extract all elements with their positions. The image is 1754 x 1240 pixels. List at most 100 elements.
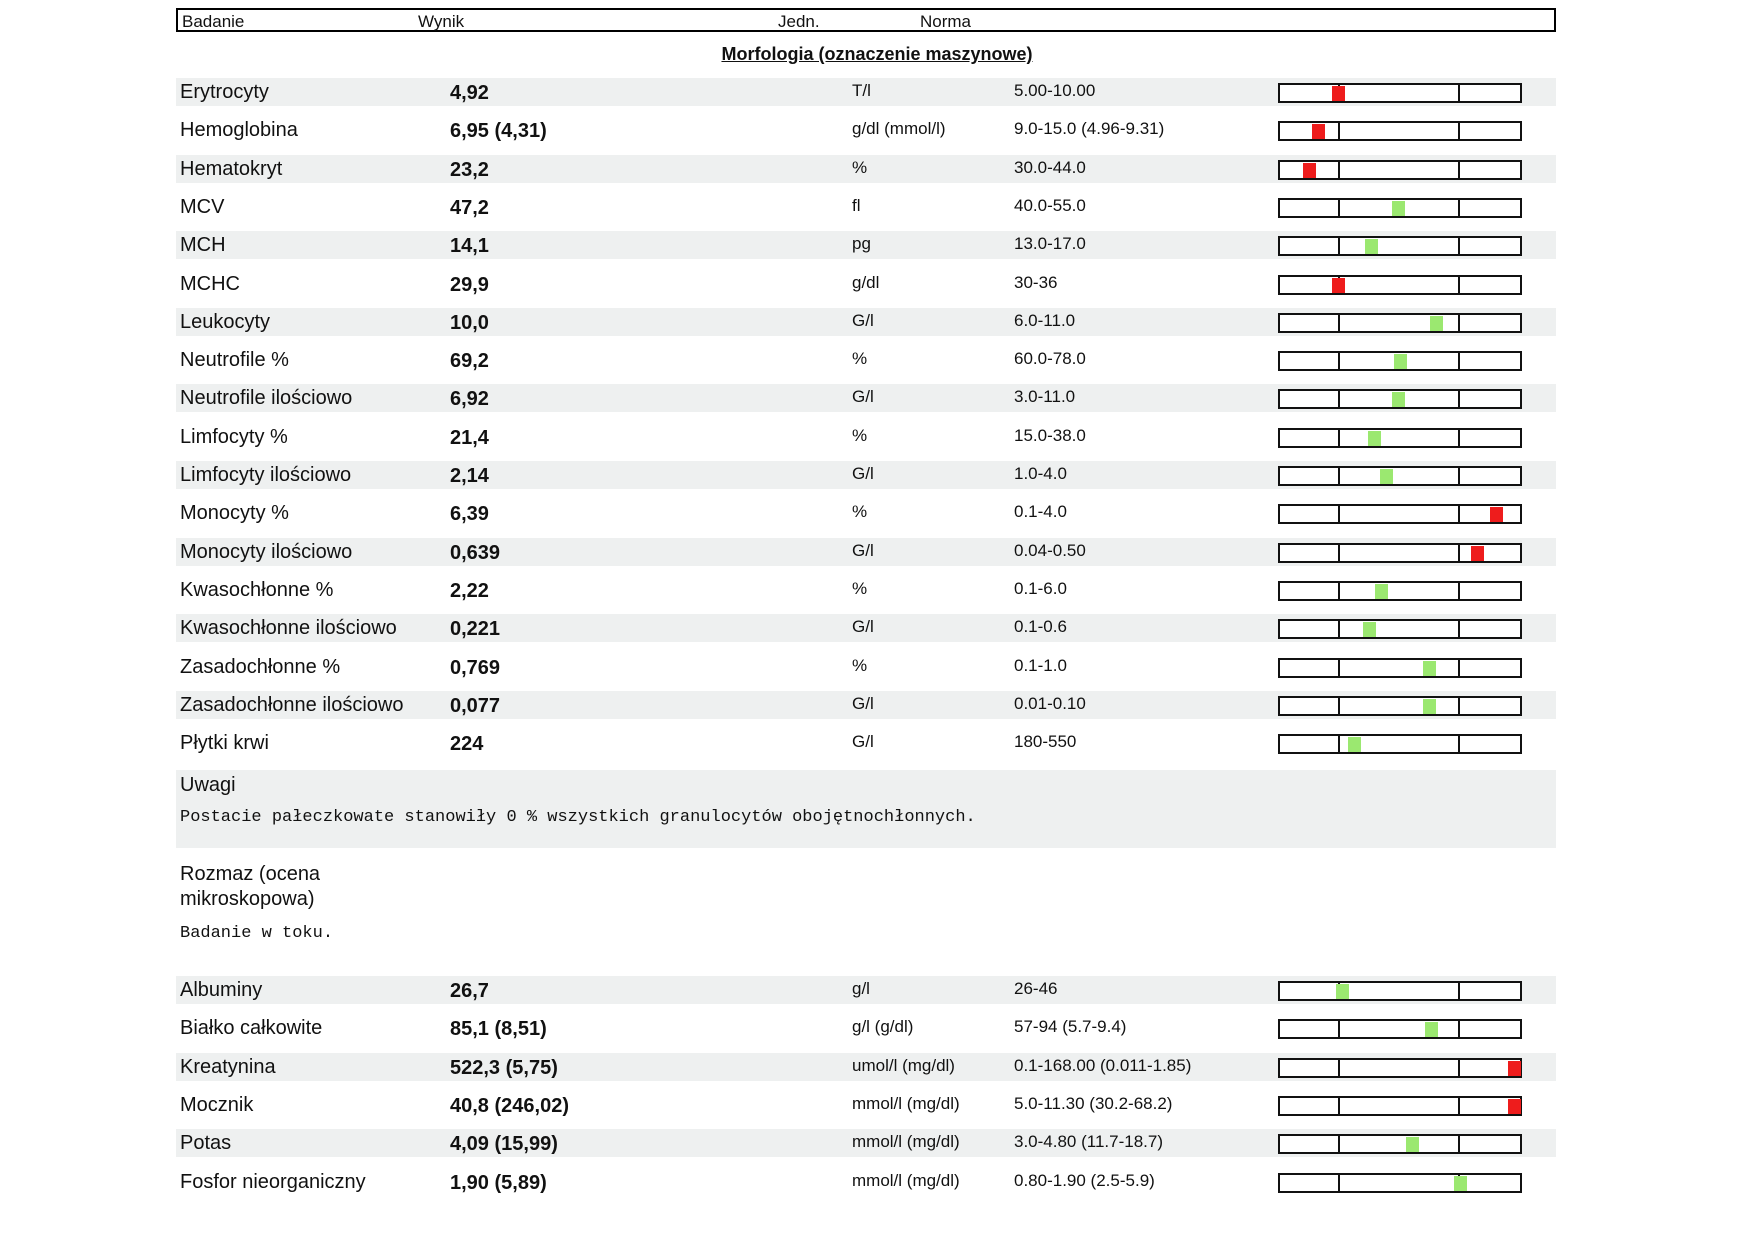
range-gauge-tick xyxy=(1458,161,1460,178)
table-row: MCH 14,1 pg 13.0-17.0 xyxy=(176,231,1556,260)
section-title-text: Morfologia (oznaczenie maszynowe) xyxy=(721,44,1033,64)
range-gauge-tick xyxy=(1458,659,1460,676)
range-gauge xyxy=(1278,159,1522,180)
range-gauge xyxy=(1278,312,1522,333)
test-name: Zasadochłonne ilościowo xyxy=(180,693,404,716)
test-norm: 9.0-15.0 (4.96-9.31) xyxy=(1014,119,1165,139)
table-row: Mocznik 40,8 (246,02) mmol/l (mg/dl) 5.0-11… xyxy=(176,1091,1556,1119)
test-unit: % xyxy=(852,502,868,522)
section-title: Morfologia (oznaczenie maszynowe) xyxy=(0,44,1754,65)
test-value: 1,90 (5,89) xyxy=(450,1171,547,1194)
test-unit: fl xyxy=(852,195,861,215)
range-gauge-tick xyxy=(1458,429,1460,446)
range-gauge-tick xyxy=(1338,621,1340,638)
test-unit: g/l xyxy=(852,979,870,998)
table-row: Hemoglobina 6,95 (4,31) g/dl (mmol/l) 9.0-1… xyxy=(176,116,1556,144)
range-gauge-tick xyxy=(1338,582,1340,599)
test-unit: mmol/l (mg/dl) xyxy=(852,1093,960,1113)
table-row: Fosfor nieorganiczny 1,90 (5,89) mmol/l (m… xyxy=(176,1168,1556,1196)
test-norm: 180-550 xyxy=(1014,732,1077,752)
header-unit: Jedn. xyxy=(778,12,820,31)
test-name: Kwasochłonne % xyxy=(180,578,334,601)
remarks-box: Uwagi Postacie pałeczkowate stanowiły 0 … xyxy=(176,770,1556,848)
range-gauge-tick xyxy=(1458,582,1460,599)
test-norm: 0.1-0.6 xyxy=(1014,617,1067,637)
range-marker xyxy=(1422,660,1436,676)
range-marker xyxy=(1331,86,1345,101)
range-gauge-tick xyxy=(1458,238,1460,255)
test-name: Neutrofile % xyxy=(180,349,289,372)
range-gauge-tick xyxy=(1458,353,1460,370)
test-value: 69,2 xyxy=(450,350,489,373)
test-unit: G/l xyxy=(852,617,874,637)
test-value: 29,9 xyxy=(450,273,489,296)
test-unit: % xyxy=(852,157,868,177)
test-norm: 0.1-1.0 xyxy=(1014,655,1067,675)
range-gauge xyxy=(1278,1057,1522,1078)
range-marker xyxy=(1362,622,1376,638)
table-row: Neutrofile % 69,2% 60.0-78.0 xyxy=(176,346,1556,374)
range-gauge xyxy=(1278,427,1522,448)
test-name: Potas xyxy=(180,1132,232,1155)
range-gauge-tick xyxy=(1338,544,1340,561)
test-unit: g/l (g/dl) xyxy=(852,1017,914,1037)
header-test: Badanie xyxy=(182,12,245,31)
test-norm: 0.1-4.0 xyxy=(1014,502,1067,522)
test-norm: 0.04-0.50 xyxy=(1014,540,1086,560)
range-marker xyxy=(1365,239,1379,255)
range-marker xyxy=(1391,392,1405,408)
range-gauge xyxy=(1278,466,1522,486)
test-value: 21,4 xyxy=(450,426,489,449)
test-unit: % xyxy=(852,655,868,675)
test-name: Kreatynina xyxy=(180,1055,276,1078)
range-gauge-tick xyxy=(1338,199,1340,216)
test-name: Białko całkowite xyxy=(180,1017,323,1040)
test-value: 85,1 (8,51) xyxy=(450,1018,547,1041)
test-name: Hemoglobina xyxy=(180,119,298,142)
test-name: Neutrofile ilościowo xyxy=(180,387,353,410)
test-norm: 30.0-44.0 xyxy=(1014,157,1086,177)
test-value: 6,95 (4,31) xyxy=(450,120,547,143)
table-row: Albuminy 26,7 g/l 26-46 xyxy=(176,976,1556,1004)
test-value: 2,14 xyxy=(450,465,489,487)
test-value: 2,22 xyxy=(450,579,489,602)
table-row: Monocyty ilościowo 0,639 G/l 0.04-0.50 xyxy=(176,537,1556,566)
range-gauge xyxy=(1278,695,1522,716)
table-row: Neutrofile ilościowo 6,92 G/l 3.0-11.0 xyxy=(176,384,1556,413)
test-unit: % xyxy=(852,349,868,369)
test-norm: 0.1-168.00 (0.011-1.85) xyxy=(1014,1055,1192,1075)
header-norm: Norma xyxy=(920,12,972,31)
test-norm: 5.0-11.30 (30.2-68.2) xyxy=(1014,1093,1173,1113)
test-name: Płytki krwi xyxy=(180,732,269,755)
test-norm: 3.0-4.80 (11.7-18.7) xyxy=(1014,1132,1163,1152)
test-unit: G/l xyxy=(852,310,874,330)
test-unit: G/l xyxy=(852,387,874,407)
test-name: Mocznik xyxy=(180,1093,254,1116)
test-norm: 30-36 xyxy=(1014,272,1058,292)
table-row: Monocyty % 6,39% 0.1-4.0 xyxy=(176,499,1556,527)
range-gauge xyxy=(1278,236,1522,257)
range-gauge-tick xyxy=(1338,353,1340,370)
test-norm: 5.00-10.00 xyxy=(1014,81,1096,100)
range-gauge-tick xyxy=(1458,1097,1460,1114)
test-norm: 0.1-6.0 xyxy=(1014,578,1067,598)
test-name: Limfocyty % xyxy=(180,425,288,448)
range-marker xyxy=(1367,430,1381,446)
range-gauge xyxy=(1278,657,1522,678)
range-gauge-tick xyxy=(1458,621,1460,638)
table-row: Zasadochłonne ilościowo 0,077 G/l 0.01-0.10 xyxy=(176,690,1556,719)
range-gauge xyxy=(1278,981,1522,1001)
range-gauge xyxy=(1278,734,1522,755)
range-gauge-tick xyxy=(1338,659,1340,676)
table-row: Hematokryt 23,2% 30.0-44.0 xyxy=(176,154,1556,183)
range-gauge-tick xyxy=(1458,391,1460,408)
test-norm: 13.0-17.0 xyxy=(1014,234,1086,254)
test-name: Fosfor nieorganiczny xyxy=(180,1170,366,1193)
range-marker xyxy=(1422,698,1436,714)
range-marker xyxy=(1336,984,1350,999)
smear-label-line1: Rozmaz (ocena xyxy=(180,863,321,885)
test-value: 4,92 xyxy=(450,82,489,104)
range-gauge-tick xyxy=(1338,506,1340,523)
test-name: Leukocyty xyxy=(180,310,271,333)
